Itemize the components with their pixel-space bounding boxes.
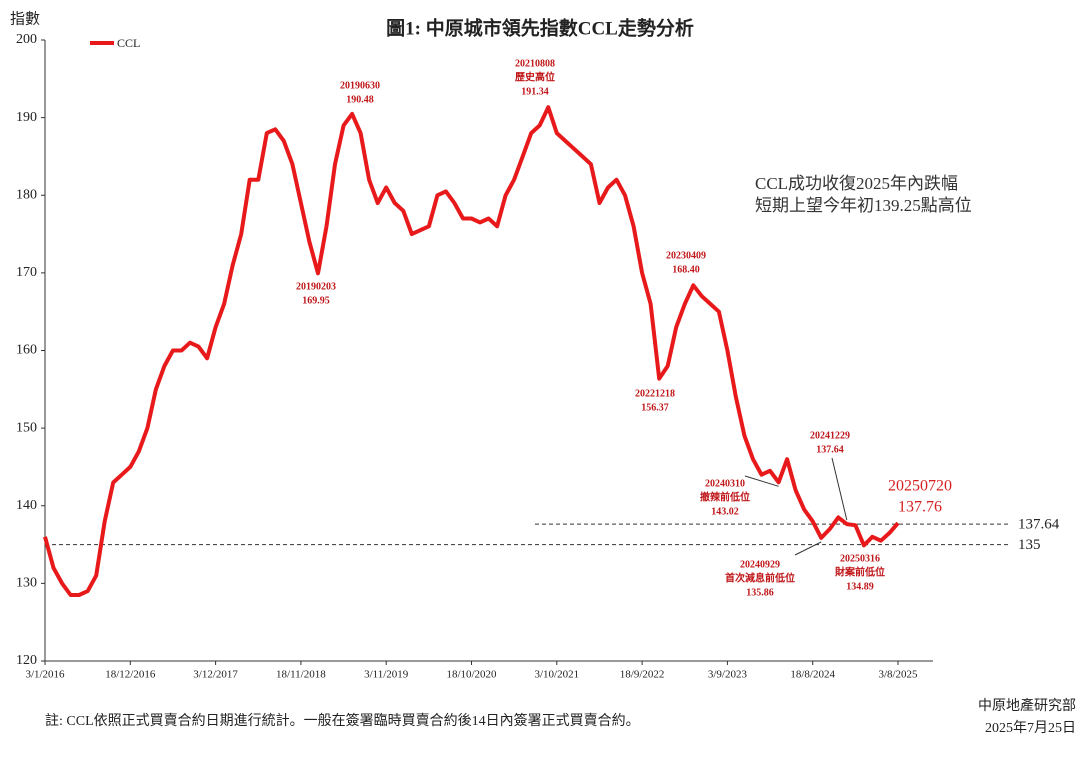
annotation: 20250720 (888, 478, 952, 495)
callout: 短期上望今年初139.25點高位 (755, 196, 972, 215)
annotation: 20230409 (666, 250, 706, 261)
reference-label: 135 (1018, 537, 1041, 553)
callout: CCL成功收復2025年內跌幅 (755, 174, 958, 193)
annotation: 137.64 (816, 444, 844, 455)
annotation-arrow (794, 541, 822, 556)
annotation: 191.34 (521, 86, 549, 97)
annotation: 156.37 (641, 402, 669, 413)
annotation: 撤辣前低位 (700, 490, 750, 503)
annotation: 137.76 (898, 499, 942, 516)
y-axis-label: 指數 (10, 10, 40, 27)
annotation: 169.95 (302, 295, 330, 306)
y-tick-label: 120 (16, 653, 37, 668)
x-tick-label: 3/8/2025 (878, 669, 918, 681)
annotation: 135.86 (746, 587, 774, 598)
y-tick-label: 150 (16, 420, 37, 435)
legend-label: CCL (117, 36, 140, 50)
annotation: 20250316 (840, 553, 880, 564)
y-tick-label: 140 (16, 498, 37, 513)
line-series (43, 105, 900, 597)
annotation: 20190630 (340, 80, 380, 91)
footnote: 註: CCL依照正式買賣合約日期進行統計。一般在簽署臨時買賣合約後14日內簽署正… (45, 712, 640, 729)
y-tick-label: 180 (16, 187, 37, 202)
x-tick-label: 3/9/2023 (708, 669, 748, 681)
annotation: 20240929 (740, 559, 780, 570)
chart-title: 圖1: 中原城市領先指數CCL走勢分析 (386, 16, 694, 39)
reference-label: 137.64 (1018, 517, 1060, 533)
x-tick-label: 3/12/2017 (193, 669, 238, 681)
y-tick-label: 160 (16, 343, 37, 358)
annotation-arrow (744, 475, 779, 487)
annotation: 190.48 (346, 94, 374, 105)
x-tick-label: 18/12/2016 (105, 669, 156, 681)
x-tick-label: 3/11/2019 (364, 669, 409, 681)
annotation: 20221218 (635, 388, 675, 399)
x-tick-label: 18/11/2018 (276, 669, 326, 681)
x-tick-label: 18/10/2020 (446, 669, 497, 681)
y-tick-label: 170 (16, 265, 37, 280)
y-tick-label: 200 (16, 32, 37, 47)
report-date: 2025年7月25日 (985, 720, 1076, 736)
annotation: 財案前低位 (834, 565, 885, 578)
annotation: 歷史高位 (515, 70, 555, 83)
y-tick-label: 130 (16, 576, 37, 591)
x-tick-label: 18/9/2022 (620, 669, 665, 681)
annotation: 143.02 (711, 506, 739, 517)
annotation: 20190203 (296, 281, 336, 292)
x-tick-label: 3/10/2021 (534, 669, 579, 681)
annotation-arrow (831, 457, 848, 521)
annotation: 首次減息前低位 (725, 571, 795, 584)
annotation: 134.89 (846, 581, 874, 592)
x-tick-label: 3/1/2016 (25, 669, 65, 681)
annotation: 20241229 (810, 430, 850, 441)
y-tick-label: 190 (16, 110, 37, 125)
annotation: 20210808 (515, 58, 555, 69)
annotation: 20240310 (705, 478, 745, 489)
source: 中原地產研究部 (978, 697, 1076, 714)
x-tick-label: 18/8/2024 (790, 669, 835, 681)
annotation: 168.40 (672, 264, 700, 275)
